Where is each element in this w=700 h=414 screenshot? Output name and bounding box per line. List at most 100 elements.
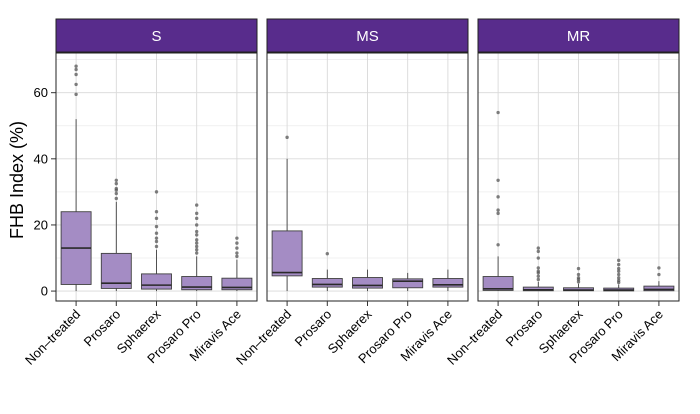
box-sphaerex	[141, 190, 172, 292]
box-non-treated	[271, 135, 303, 292]
outlier-point	[154, 236, 159, 240]
box-sphaerex	[563, 266, 594, 292]
box-iqr	[352, 277, 383, 289]
box-iqr	[221, 277, 253, 291]
outlier-point	[114, 181, 119, 186]
outlier-point	[235, 246, 239, 250]
outlier-point	[195, 211, 199, 216]
outlier-point	[74, 72, 78, 77]
outlier-point	[114, 196, 119, 201]
outlier-point	[235, 254, 239, 259]
outlier-point	[235, 251, 239, 255]
outlier-point	[657, 266, 661, 270]
outlier-point	[536, 246, 540, 250]
y-tick-label: 60	[34, 85, 48, 100]
outlier-point	[195, 216, 199, 221]
facet-strip	[477, 18, 680, 53]
box-iqr	[432, 278, 464, 288]
outlier-point	[576, 276, 581, 280]
y-axis-label: FHB Index (%)	[7, 121, 27, 239]
facet-strip-label: S	[151, 28, 161, 45]
outlier-point	[617, 269, 621, 273]
outlier-point	[195, 241, 199, 245]
outlier-point	[154, 210, 159, 214]
box-non-treated	[60, 64, 92, 292]
outlier-point	[195, 248, 199, 252]
outlier-point	[657, 272, 661, 277]
box-prosaro-pro	[603, 258, 635, 292]
facet-strip	[55, 18, 258, 53]
outlier-point	[496, 110, 500, 115]
outlier-point	[74, 64, 78, 68]
outlier-point	[536, 277, 540, 282]
box-prosaro	[522, 246, 554, 292]
outlier-point	[74, 92, 78, 97]
outlier-point	[114, 191, 119, 196]
y-tick-label: 20	[34, 217, 48, 232]
outlier-point	[496, 211, 500, 216]
box-iqr	[522, 286, 554, 292]
outlier-point	[195, 251, 199, 255]
outlier-point	[114, 186, 119, 191]
y-tick-label: 40	[34, 151, 48, 166]
outlier-point	[154, 190, 159, 194]
box-miravis-ace	[432, 269, 464, 292]
outlier-point	[154, 224, 159, 229]
y-tick-label: 0	[41, 284, 48, 299]
outlier-point	[154, 239, 159, 244]
box-miravis-ace	[221, 236, 253, 292]
outlier-point	[536, 266, 540, 270]
outlier-point	[74, 82, 78, 87]
outlier-point	[195, 229, 199, 234]
outlier-point	[617, 266, 621, 271]
outlier-point	[74, 67, 78, 72]
box-prosaro-pro	[392, 272, 424, 292]
outlier-point	[195, 223, 199, 227]
box-iqr	[271, 230, 303, 277]
outlier-point	[195, 238, 199, 242]
box-iqr	[311, 278, 343, 288]
outlier-point	[235, 236, 239, 240]
outlier-point	[154, 244, 159, 249]
outlier-point	[195, 233, 199, 237]
box-prosaro	[311, 252, 343, 292]
outlier-point	[617, 278, 621, 283]
outlier-point	[617, 272, 621, 277]
outlier-point	[496, 243, 500, 247]
outlier-point	[617, 276, 621, 280]
outlier-point	[114, 178, 119, 183]
outlier-point	[195, 244, 199, 249]
facet-strip	[266, 18, 469, 53]
facet-strip-label: MR	[567, 28, 590, 45]
outlier-point	[536, 256, 540, 260]
outlier-point	[325, 252, 329, 256]
outlier-point	[154, 216, 159, 221]
box-miravis-ace	[643, 266, 675, 292]
outlier-point	[617, 262, 621, 267]
box-iqr	[482, 276, 514, 291]
outlier-point	[576, 272, 581, 277]
outlier-point	[536, 249, 540, 254]
box-non-treated	[482, 110, 514, 292]
outlier-point	[195, 203, 199, 207]
outlier-point	[496, 195, 500, 199]
box-iqr	[392, 278, 424, 289]
box-prosaro	[100, 178, 132, 292]
outlier-point	[576, 266, 581, 271]
box-iqr	[643, 285, 675, 292]
outlier-point	[536, 269, 540, 273]
outlier-point	[285, 135, 289, 140]
box-prosaro-pro	[181, 203, 213, 292]
outlier-point	[235, 241, 239, 245]
outlier-point	[536, 274, 540, 278]
outlier-point	[154, 231, 159, 235]
box-sphaerex	[352, 269, 383, 292]
box-iqr	[141, 273, 172, 290]
outlier-point	[496, 208, 500, 212]
outlier-point	[496, 178, 500, 183]
outlier-point	[617, 258, 621, 263]
